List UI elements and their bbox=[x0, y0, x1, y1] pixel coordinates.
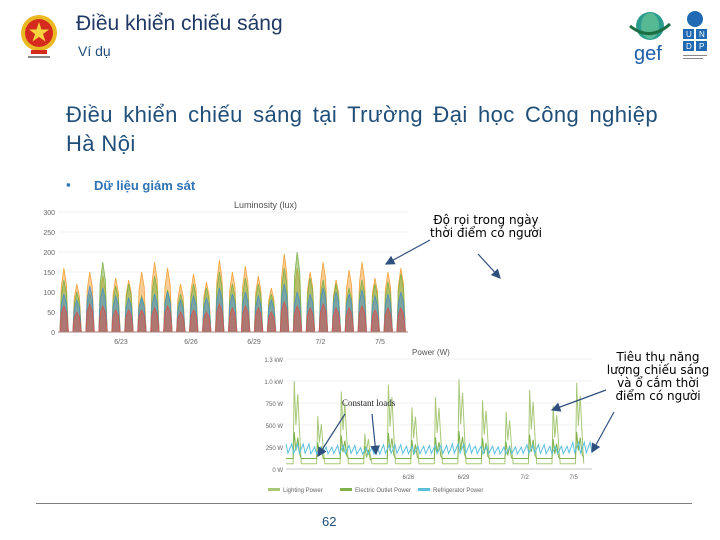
chart2-legend-swatch bbox=[340, 488, 352, 491]
chart1-y-tick: 150 bbox=[43, 270, 55, 277]
chart2-legend-label: Lighting Power bbox=[283, 488, 323, 494]
slide-title: Điều khiển chiếu sáng tại Trường Đại học… bbox=[66, 102, 658, 156]
chart2-legend-label: Refrigerator Power bbox=[433, 488, 483, 494]
chart1-y-tick: 250 bbox=[43, 230, 55, 237]
chart1-x-tick: 6/29 bbox=[247, 339, 261, 346]
chart1-x-tick: 7/5 bbox=[375, 339, 385, 346]
chart2-y-tick: 500 W bbox=[266, 424, 284, 430]
chart2-y-tick: 1.3 kW bbox=[264, 358, 283, 364]
chart1-y-tick: 50 bbox=[47, 310, 55, 317]
svg-text:P: P bbox=[699, 42, 704, 51]
chart2-y-tick: 250 W bbox=[266, 446, 284, 452]
chart2-y-tick: 1.0 kW bbox=[264, 380, 283, 386]
power-annotation: Tiêu thụ năng lượng chiếu sáng và ổ cắm … bbox=[606, 350, 710, 403]
chart2-series-0 bbox=[286, 379, 585, 465]
vietnam-emblem-icon bbox=[18, 12, 60, 62]
luminosity-chart: Luminosity (lux) 300 250 200 150 100 50 0 6/23 6/… bbox=[38, 196, 416, 348]
power-chart: Power (W) 1.3 kW 1.0 kW 750 W 500 W 250 W 0 W 6… bbox=[258, 345, 608, 500]
chart1-y-tick: 300 bbox=[43, 210, 55, 217]
chart2-y-tick: 0 W bbox=[272, 468, 283, 474]
illuminance-annotation: Độ rọi trong ngày thời điểm có người bbox=[430, 213, 542, 240]
svg-text:N: N bbox=[699, 30, 705, 39]
chart2-title: Power (W) bbox=[412, 348, 450, 357]
bullet-text: Dữ liệu giám sát bbox=[94, 178, 196, 193]
gef-logo-icon: gef bbox=[626, 6, 674, 66]
svg-text:U: U bbox=[686, 30, 692, 39]
chart2-legend-label: Electric Outlet Power bbox=[355, 488, 411, 494]
chart2-x-tick: 7/5 bbox=[569, 475, 578, 481]
chart1-y-tick: 100 bbox=[43, 290, 55, 297]
chart1-y-tick: 0 bbox=[51, 330, 55, 337]
undp-logo-icon: U N D P bbox=[680, 10, 710, 64]
svg-text:D: D bbox=[686, 42, 692, 51]
chart1-title: Luminosity (lux) bbox=[234, 200, 297, 210]
chart1-x-tick: 7/2 bbox=[316, 339, 326, 346]
chart2-legend-swatch bbox=[268, 488, 280, 491]
chart2-x-tick: 6/26 bbox=[403, 475, 415, 481]
bullet-marker: ▪ bbox=[66, 177, 71, 192]
constant-loads-label: Constant loads bbox=[342, 398, 396, 408]
chart1-x-tick: 6/23 bbox=[114, 339, 128, 346]
footer-divider bbox=[36, 503, 692, 504]
header-subtitle: Ví dụ bbox=[78, 43, 111, 59]
header-title: Điều khiển chiếu sáng bbox=[76, 12, 283, 35]
illuminance-arrow-right bbox=[477, 253, 501, 279]
chart2-y-tick: 750 W bbox=[266, 402, 284, 408]
chart1-y-tick: 200 bbox=[43, 250, 55, 257]
chart2-x-tick: 6/29 bbox=[458, 475, 470, 481]
chart2-background bbox=[258, 345, 608, 500]
chart2-legend-swatch bbox=[418, 488, 430, 491]
chart1-series-3 bbox=[58, 300, 408, 333]
page-number: 62 bbox=[322, 514, 337, 529]
chart1-x-tick: 6/26 bbox=[184, 339, 198, 346]
chart2-x-tick: 7/2 bbox=[521, 475, 530, 481]
svg-text:gef: gef bbox=[634, 43, 662, 65]
